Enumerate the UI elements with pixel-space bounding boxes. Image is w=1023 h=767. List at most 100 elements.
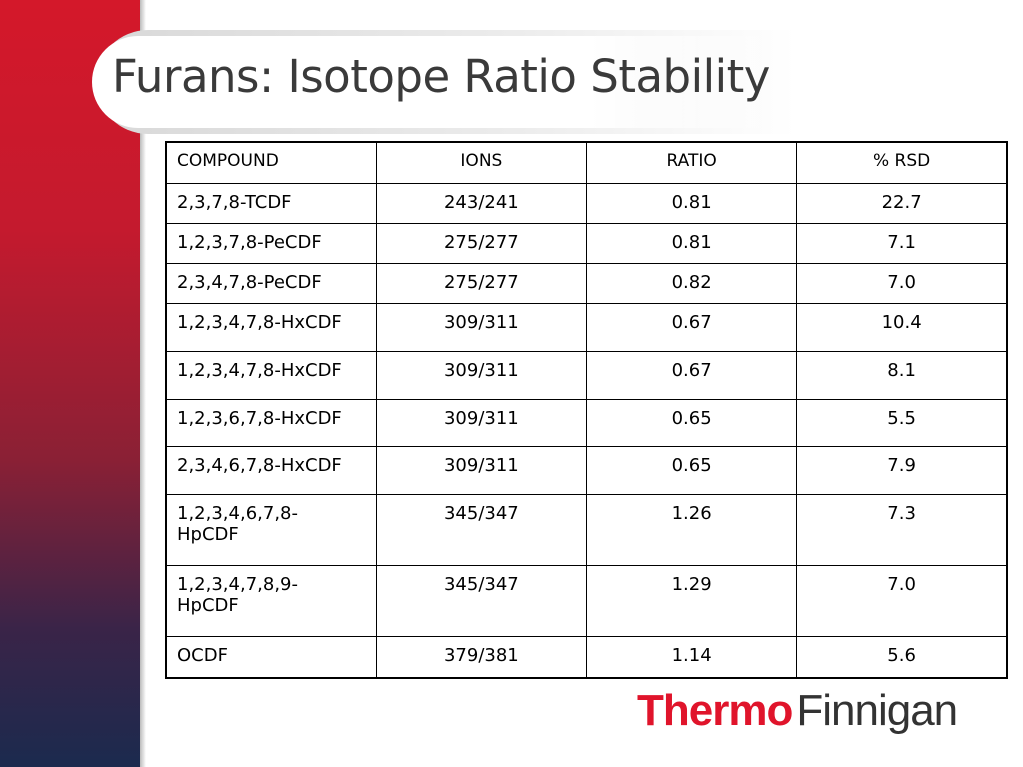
table-cell: 309/311	[375, 399, 588, 447]
cell-text: 2,3,7,8-TCDF	[177, 192, 292, 213]
table-cell: 275/277	[375, 263, 588, 304]
cell-text: 1.14	[671, 645, 712, 666]
logo: ThermoFinnigan	[637, 686, 958, 736]
table-cell: 8.1	[796, 351, 1008, 400]
cell-text: 7.0	[887, 574, 916, 595]
table-body: 2,3,7,8-TCDF 243/241 0.81 22.7 1,2,3,7,8-PeC…	[165, 183, 1008, 678]
table-cell: 0.82	[585, 263, 798, 304]
table-cell: 7.0	[796, 263, 1008, 304]
cell-text: 5.5	[887, 408, 916, 429]
cell-text: 275/277	[443, 232, 519, 253]
table-cell: 7.3	[796, 494, 1008, 566]
table-cell: 1,2,3,4,6,7,8-HpCDF	[165, 494, 377, 566]
table-cell: 5.6	[796, 636, 1008, 678]
table-cell: 5.5	[796, 399, 1008, 447]
title-band	[92, 36, 802, 128]
header-row: COMPOUND IONS RATIO% RSD	[165, 141, 1008, 184]
table-row: 1,2,3,4,6,7,8-HpCDF 345/347 1.26 7.3	[165, 494, 1008, 566]
table-cell: 0.67	[585, 303, 798, 352]
cell-text: 7.1	[887, 232, 916, 253]
cell-text: 1,2,3,6,7,8-HxCDF	[177, 408, 342, 429]
table-cell: 7.0	[796, 565, 1008, 637]
table-cell: 243/241	[375, 183, 588, 224]
table-cell: 0.81	[585, 183, 798, 224]
cell-text: 2,3,4,7,8-PeCDF	[177, 272, 322, 293]
table-cell: 379/381	[375, 636, 588, 678]
table-cell: 1,2,3,4,7,8-HxCDF	[165, 351, 377, 400]
cell-text: 1.26	[671, 503, 712, 524]
table-cell: 275/277	[375, 223, 588, 264]
cell-text: 243/241	[443, 192, 519, 213]
cell-text: 1,2,3,4,7,8,9-HpCDF	[177, 574, 298, 616]
table-cell: 1.14	[585, 636, 798, 678]
table-cell: 309/311	[375, 446, 588, 495]
table-cell: 2,3,4,7,8-PeCDF	[165, 263, 377, 304]
table-cell: 0.81	[585, 223, 798, 264]
table-cell: 309/311	[375, 351, 588, 400]
cell-text: 275/277	[443, 272, 519, 293]
cell-text: 1,2,3,4,7,8-HxCDF	[177, 360, 342, 381]
table-row: 1,2,3,4,7,8-HxCDF 309/311 0.67 10.4	[165, 303, 1008, 352]
cell-text: 0.81	[671, 192, 712, 213]
column-header: % RSD	[796, 141, 1008, 184]
title: Furans: Isotope Ratio Stability	[112, 50, 770, 103]
sidebar	[0, 0, 140, 767]
cell-text: 345/347	[443, 574, 519, 595]
table-cell: 309/311	[375, 303, 588, 352]
column-header: COMPOUND	[165, 141, 377, 184]
table-cell: 1,2,3,7,8-PeCDF	[165, 223, 377, 264]
table-cell: 345/347	[375, 565, 588, 637]
table-cell: 0.65	[585, 446, 798, 495]
table-cell: 22.7	[796, 183, 1008, 224]
table-row: 1,2,3,4,7,8-HxCDF 309/311 0.67 8.1	[165, 351, 1008, 400]
table-cell: OCDF	[165, 636, 377, 678]
logo-brand: Thermo	[637, 686, 793, 735]
cell-text: 22.7	[881, 192, 922, 213]
cell-text: 0.82	[671, 272, 712, 293]
cell-text: 1,2,3,4,7,8-HxCDF	[177, 312, 342, 333]
table-cell: 7.9	[796, 446, 1008, 495]
table-cell: 2,3,4,6,7,8-HxCDF	[165, 446, 377, 495]
table: COMPOUND IONS RATIO% RSD 2,3,7,8-TCDF 243/2…	[165, 141, 1008, 679]
cell-text: 10.4	[881, 312, 922, 333]
cell-text: 0.81	[671, 232, 712, 253]
cell-text: 309/311	[443, 360, 519, 381]
table-row: 1,2,3,6,7,8-HxCDF 309/311 0.65 5.5	[165, 399, 1008, 447]
cell-text: 0.65	[671, 455, 712, 476]
cell-text: 309/311	[443, 312, 519, 333]
cell-text: 7.9	[887, 455, 916, 476]
table-cell: 0.67	[585, 351, 798, 400]
cell-text: 345/347	[443, 503, 519, 524]
cell-text: 1.29	[671, 574, 712, 595]
table-row: OCDF 379/381 1.14 5.6	[165, 636, 1008, 678]
table-cell: 2,3,7,8-TCDF	[165, 183, 377, 224]
cell-text: 0.67	[671, 360, 712, 381]
table-cell: 1,2,3,4,7,8-HxCDF	[165, 303, 377, 352]
table-cell: 1,2,3,4,7,8,9-HpCDF	[165, 565, 377, 637]
cell-text: 8.1	[887, 360, 916, 381]
cell-text: 0.65	[671, 408, 712, 429]
table-cell: 1,2,3,6,7,8-HxCDF	[165, 399, 377, 447]
cell-text: OCDF	[177, 645, 228, 666]
cell-text: 379/381	[443, 645, 519, 666]
cell-text: 7.3	[887, 503, 916, 524]
table-cell: 345/347	[375, 494, 588, 566]
logo-product: Finnigan	[796, 686, 958, 735]
table-row: 1,2,3,4,7,8,9-HpCDF 345/347 1.29 7.0	[165, 565, 1008, 637]
cell-text: 1,2,3,4,6,7,8-HpCDF	[177, 503, 298, 545]
cell-text: 309/311	[443, 408, 519, 429]
cell-text: 5.6	[887, 645, 916, 666]
column-header: IONS	[375, 141, 588, 184]
table-cell: 7.1	[796, 223, 1008, 264]
cell-text: 1,2,3,7,8-PeCDF	[177, 232, 322, 253]
table-cell: 1.26	[585, 494, 798, 566]
column-header: RATIO	[585, 141, 798, 184]
sidebar-shade	[140, 0, 146, 767]
table-cell: 0.65	[585, 399, 798, 447]
table-row: 2,3,4,6,7,8-HxCDF 309/311 0.65 7.9	[165, 446, 1008, 495]
cell-text: 7.0	[887, 272, 916, 293]
table-cell: 1.29	[585, 565, 798, 637]
table-row: 2,3,7,8-TCDF 243/241 0.81 22.7	[165, 183, 1008, 224]
cell-text: 309/311	[443, 455, 519, 476]
